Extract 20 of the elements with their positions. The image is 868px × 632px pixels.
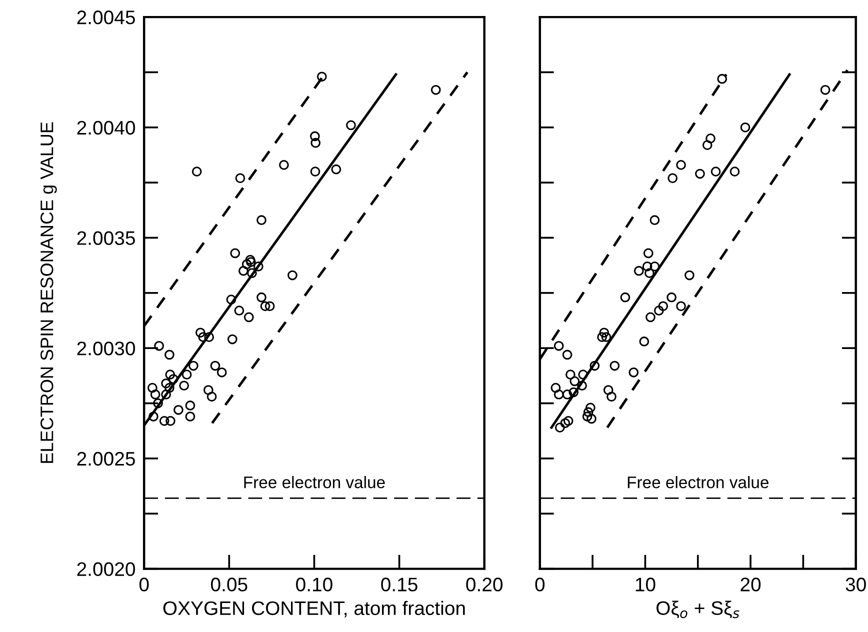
x-tick-label: 0.15 <box>381 578 418 592</box>
y-tick-label: 2.0045 <box>77 10 135 24</box>
ref-line-label: Free electron value <box>628 476 768 488</box>
x-tick-label: 0 <box>535 578 545 592</box>
x-tick-label: 20 <box>740 578 761 592</box>
y-tick-label: 2.0035 <box>77 231 135 245</box>
x-tick-label: 0.05 <box>210 578 248 592</box>
x-tick-label: 0.20 <box>466 578 503 592</box>
y-tick-label: 2.0025 <box>77 452 135 466</box>
y-tick-label: 2.0040 <box>77 120 135 135</box>
x-axis-title: Oξ$_{o}$ + Sξ$_{s}$ <box>656 600 740 618</box>
x-tick-label: 0.10 <box>296 578 332 592</box>
y-tick-label: 2.0030 <box>77 342 135 356</box>
y-axis-title: ELECTRON SPIN RESONANCE g VALUE <box>40 122 57 463</box>
x-tick-label: 30 <box>846 578 866 592</box>
x-tick-label: 0 <box>139 578 149 592</box>
y-tick-label: 2.0020 <box>77 562 135 576</box>
x-tick-label: 10 <box>636 578 656 592</box>
x-axis-title: OXYGEN CONTENT, atom fraction <box>163 600 465 618</box>
ref-line-label: Free electron value <box>244 476 385 488</box>
